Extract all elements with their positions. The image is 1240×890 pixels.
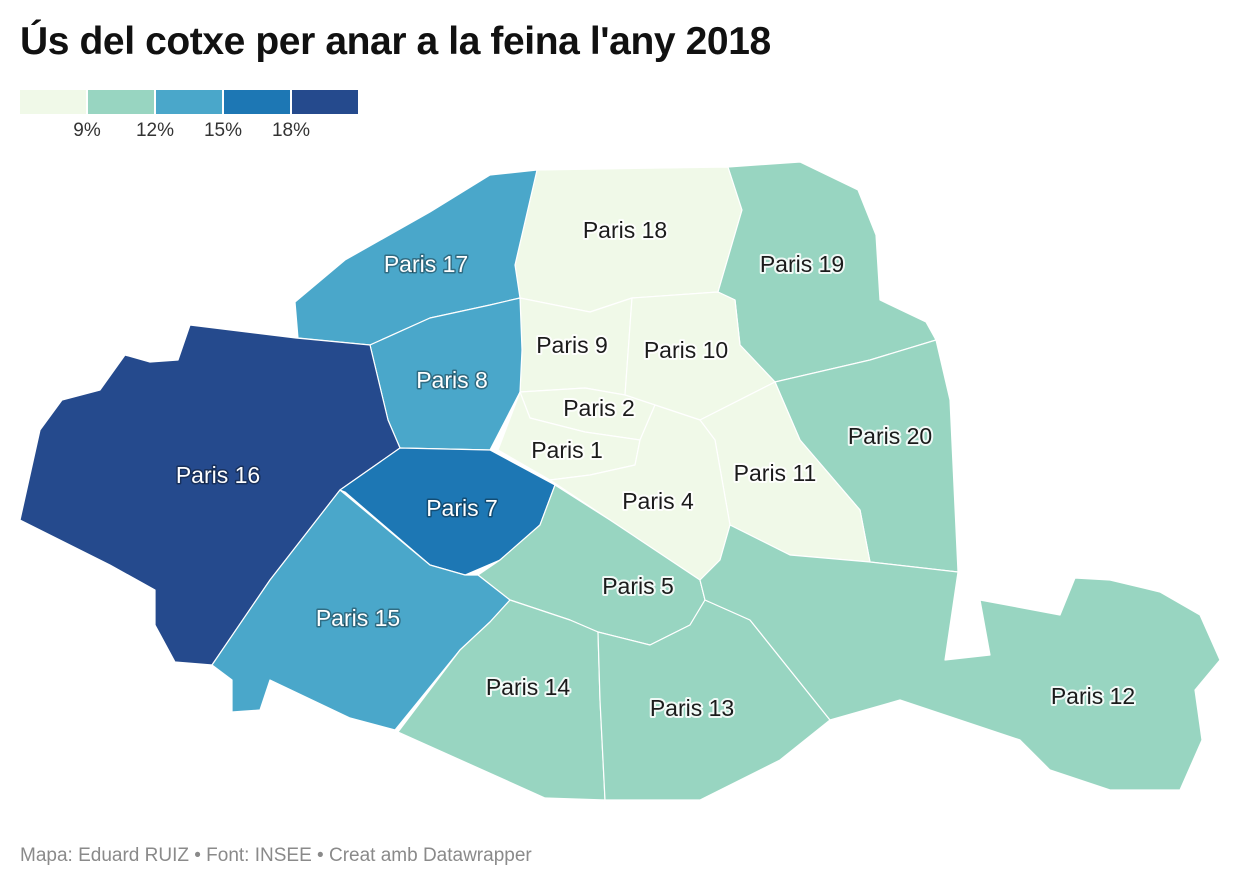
region-label: Paris 10 xyxy=(644,337,728,363)
region-paris-16[interactable] xyxy=(19,324,401,666)
legend-tick: 9% xyxy=(73,120,101,141)
legend-swatch xyxy=(156,90,222,114)
legend-swatch xyxy=(224,90,290,114)
region-label: Paris 13 xyxy=(650,695,734,721)
region-label: Paris 15 xyxy=(316,605,400,631)
region-label: Paris 7 xyxy=(426,495,498,521)
legend-ticks: 9% 12% 15% 18% xyxy=(20,114,360,144)
legend-tick: 12% xyxy=(135,120,175,141)
region-label: Paris 11 xyxy=(734,460,817,486)
legend-swatches xyxy=(20,90,360,114)
region-label: Paris 5 xyxy=(602,573,674,599)
region-label: Paris 4 xyxy=(622,488,694,514)
paris-arrondissements-map: Paris 18 Paris 19 Paris 17 Paris 9 Paris… xyxy=(19,161,1221,801)
region-label: Paris 9 xyxy=(536,332,608,358)
region-paris-12[interactable] xyxy=(699,524,1221,791)
source-footer: Mapa: Eduard RUIZ • Font: INSEE • Creat … xyxy=(20,845,532,866)
region-label: Paris 17 xyxy=(384,251,468,277)
legend-swatch xyxy=(20,90,86,114)
region-label: Paris 8 xyxy=(416,367,488,393)
region-label: Paris 19 xyxy=(760,251,844,277)
region-label: Paris 2 xyxy=(563,395,635,421)
map-title: Ús del cotxe per anar a la feina l'any 2… xyxy=(20,20,771,63)
legend-swatch xyxy=(88,90,154,114)
region-label: Paris 18 xyxy=(583,217,667,243)
region-paris-7[interactable] xyxy=(339,447,556,576)
color-legend: 9% 12% 15% 18% xyxy=(20,90,360,150)
legend-swatch xyxy=(292,90,358,114)
legend-tick: 18% xyxy=(271,120,311,141)
region-label: Paris 1 xyxy=(531,437,603,463)
legend-tick: 15% xyxy=(203,120,243,141)
region-label: Paris 16 xyxy=(176,462,260,488)
region-label: Paris 12 xyxy=(1051,683,1135,709)
region-label: Paris 14 xyxy=(486,674,571,700)
region-label: Paris 20 xyxy=(848,423,932,449)
region-paris-14[interactable] xyxy=(397,599,606,801)
region-paris-15[interactable] xyxy=(211,489,511,731)
